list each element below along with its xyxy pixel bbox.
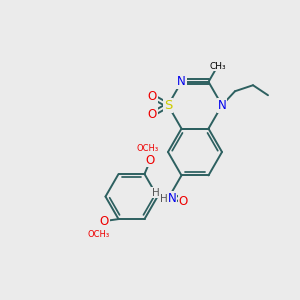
Text: O: O: [146, 154, 155, 166]
Text: O: O: [147, 90, 157, 103]
Text: O: O: [147, 108, 157, 121]
Text: OCH₃: OCH₃: [136, 143, 159, 152]
Text: H: H: [160, 194, 167, 204]
Text: CH₃: CH₃: [209, 62, 226, 71]
Text: H: H: [152, 188, 160, 198]
Text: S: S: [164, 99, 172, 112]
Text: OCH₃: OCH₃: [87, 230, 110, 238]
Text: N: N: [177, 75, 186, 88]
Text: O: O: [179, 195, 188, 208]
Text: O: O: [100, 214, 109, 228]
Text: N: N: [167, 192, 176, 205]
Text: N: N: [218, 99, 226, 112]
